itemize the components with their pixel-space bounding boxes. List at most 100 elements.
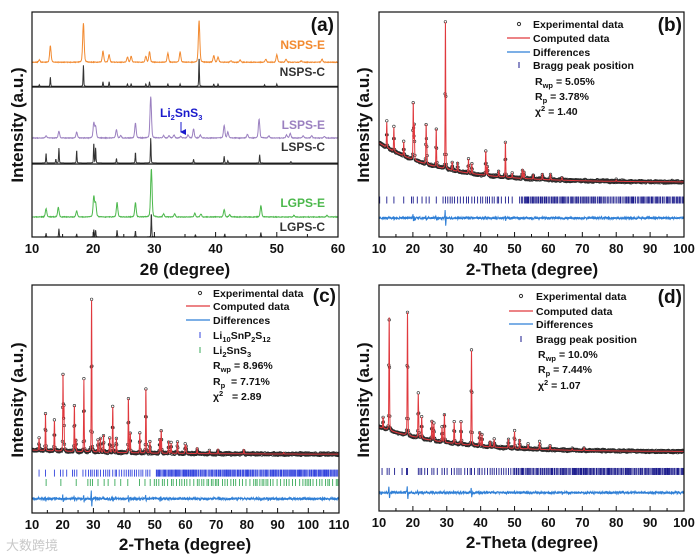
chi2-stat: χ2 = 1.07 <box>538 378 581 392</box>
li2sns3-annotation: Li2SnS3 <box>160 106 202 122</box>
trace-lsps-c <box>32 138 338 164</box>
x-tick-label: 100 <box>673 241 695 256</box>
rwp-stat: Rwp = 8.96% <box>213 360 273 374</box>
panel-b: 10 20 30 40 50 60 70 80 90 100 (b) Experimental d… <box>354 11 695 279</box>
rp-stat: Rp = 7.71% <box>213 376 271 390</box>
panel-b-label: (b) <box>658 15 682 36</box>
plot-frame <box>31 284 340 514</box>
x-tick-label: 110 <box>329 517 350 532</box>
panel-b-legend: Experimental data Computed data Differen… <box>507 19 634 118</box>
x-tick-label: 90 <box>270 517 284 532</box>
x-tick-label: 40 <box>473 241 487 256</box>
experimental-point <box>392 124 396 128</box>
series-label-lsps-c: LSPS-C <box>281 140 325 154</box>
differences-line <box>379 486 684 499</box>
x-tick-label: 40 <box>208 241 222 256</box>
legend-bragg-label: Bragg peak position <box>536 334 637 346</box>
legend-differences-label: Differences <box>213 315 270 327</box>
trace-lgps-e <box>32 168 338 219</box>
x-tick-label: 60 <box>541 241 555 256</box>
experimental-point <box>337 453 339 457</box>
panel-d: 10 20 30 40 50 60 70 80 90 100 (d) Experimental d… <box>354 284 695 552</box>
x-tick-label: 90 <box>643 515 657 530</box>
legend-experimental-label: Experimental data <box>533 19 624 31</box>
rp-stat: Rp = 3.78% <box>535 91 590 105</box>
experimental-data-series <box>32 297 339 458</box>
panel-a-label: (a) <box>311 15 334 36</box>
x-tick-label: 50 <box>270 241 284 256</box>
x-tick-label: 60 <box>331 241 345 256</box>
x-tick-label: 20 <box>406 515 420 530</box>
x-tick-label: 30 <box>440 515 454 530</box>
x-tick-label: 40 <box>117 517 131 532</box>
series-label-nsps-c: NSPS-C <box>280 65 326 79</box>
x-tick-label: 50 <box>507 515 521 530</box>
panel-d-ylabel: Intensity (a.u.) <box>354 342 373 457</box>
trace-nsps-e <box>32 20 338 64</box>
legend-experimental-label: Experimental data <box>536 291 627 303</box>
experimental-point <box>416 391 420 395</box>
x-tick-label: 80 <box>240 517 254 532</box>
panel-c-legend: Experimental data Computed data Differen… <box>186 288 304 403</box>
series-label-lsps-e: LSPS-E <box>282 118 325 132</box>
panel-d-traces <box>379 310 684 499</box>
chi2-stat: χ2 = 1.40 <box>535 104 578 118</box>
legend-phase1-label: Li10SnP2S12 <box>213 330 271 344</box>
differences-line <box>379 209 684 226</box>
x-tick-label: 30 <box>86 517 100 532</box>
series-label-lgps-c: LGPS-C <box>280 220 326 234</box>
panel-c-axes: 10 20 30 40 50 60 70 80 90 100 110 <box>25 284 350 532</box>
panel-b-axes: 10 20 30 40 50 60 70 80 90 100 <box>372 11 695 256</box>
panel-c: 10 20 30 40 50 60 70 80 90 100 110 (c) Experimenta… <box>6 284 350 554</box>
legend-experimental-marker <box>197 290 203 296</box>
x-tick-label: 60 <box>541 515 555 530</box>
experimental-point <box>52 418 57 422</box>
rwp-stat: Rwp = 5.05% <box>535 76 595 90</box>
legend-experimental-marker <box>518 293 524 299</box>
panel-c-ylabel: Intensity (a.u.) <box>8 342 27 457</box>
x-tick-label: 10 <box>25 517 39 532</box>
x-tick-label: 50 <box>507 241 521 256</box>
rp-stat: Rp = 7.44% <box>538 364 593 378</box>
trace-lsps-e <box>32 96 338 140</box>
experimental-data-series <box>379 20 684 185</box>
legend-computed-label: Computed data <box>536 306 613 318</box>
legend-differences-label: Differences <box>533 47 590 59</box>
panel-b-traces <box>379 20 684 226</box>
x-tick-label: 10 <box>372 241 386 256</box>
computed-data-line <box>379 22 684 183</box>
legend-bragg-label: Bragg peak position <box>533 60 634 72</box>
legend-experimental-label: Experimental data <box>213 288 304 300</box>
x-tick-label: 70 <box>575 515 589 530</box>
x-tick-label: 40 <box>473 515 487 530</box>
x-tick-label: 20 <box>55 517 69 532</box>
x-tick-label: 80 <box>609 241 623 256</box>
panel-a: 10 20 30 40 50 60 (a) NSPS-E NSPS-C LSPS-E LS… <box>8 11 345 279</box>
panel-a-xlabel: 2θ (degree) <box>140 260 230 279</box>
panel-c-label: (c) <box>313 286 336 307</box>
x-tick-label: 30 <box>440 241 454 256</box>
x-tick-label: 60 <box>178 517 192 532</box>
legend-phase2-label: Li2SnS3 <box>213 345 251 359</box>
legend-differences-label: Differences <box>536 319 593 331</box>
panel-c-traces <box>32 297 339 507</box>
experimental-point <box>385 119 389 123</box>
x-tick-label: 90 <box>643 241 657 256</box>
x-tick-label: 10 <box>25 241 39 256</box>
legend-experimental-marker <box>516 21 522 27</box>
panel-a-axes: 10 20 30 40 50 60 <box>25 11 345 256</box>
x-tick-label: 30 <box>147 241 161 256</box>
panel-d-legend: Experimental data Computed data Differen… <box>509 291 637 392</box>
rwp-stat: Rwp = 10.0% <box>538 349 598 363</box>
panel-d-axes: 10 20 30 40 50 60 70 80 90 100 <box>372 284 695 530</box>
experimental-point <box>89 297 94 301</box>
computed-data-line <box>32 300 339 455</box>
experimental-point <box>682 449 684 453</box>
experimental-data-series <box>379 310 684 455</box>
plot-frame <box>378 284 685 512</box>
x-tick-label: 80 <box>609 515 623 530</box>
computed-data-line <box>379 312 684 452</box>
chi2-stat: χ2 = 2.89 <box>213 389 262 403</box>
legend-computed-label: Computed data <box>213 301 290 313</box>
